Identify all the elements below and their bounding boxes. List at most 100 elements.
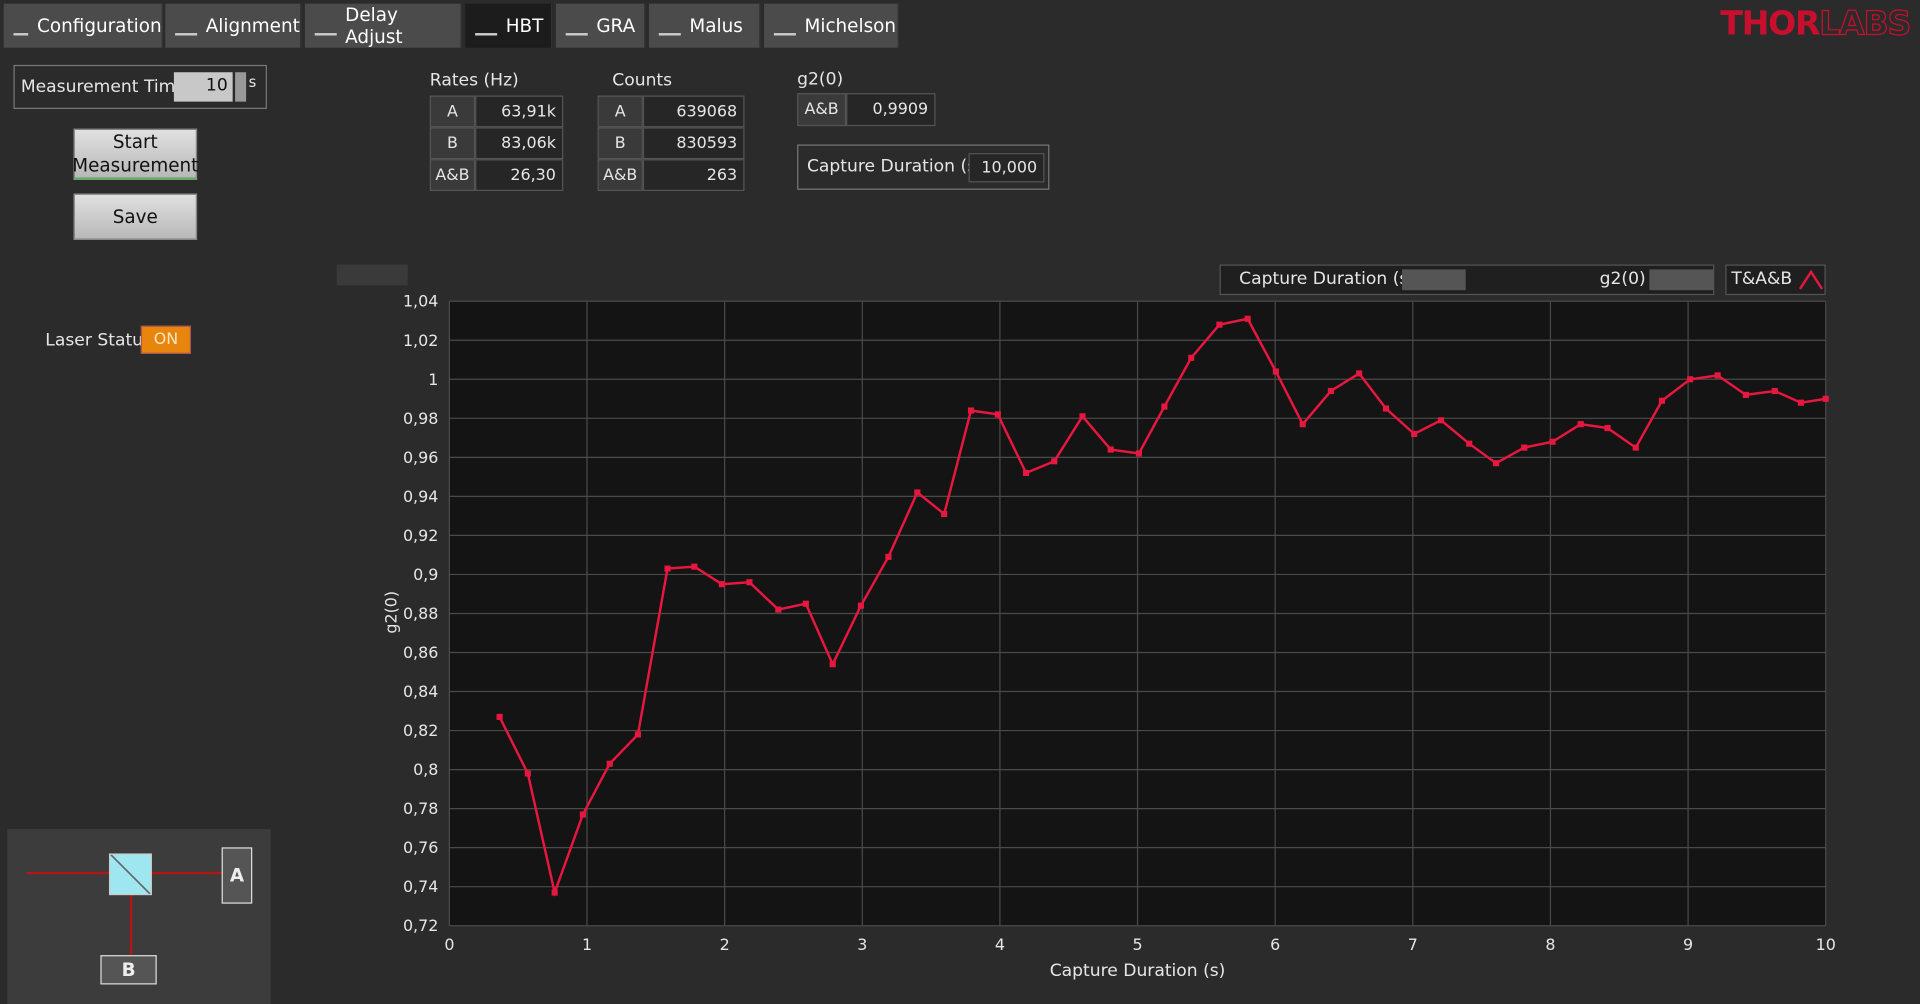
data-point [1135,450,1142,457]
tab[interactable]: GRA [555,3,646,48]
data-point [1411,430,1418,437]
detector: B [100,955,157,985]
spinner[interactable] [235,72,247,102]
y-tick-label: 0,92 [403,526,438,545]
x-tick-label: 9 [1683,935,1693,954]
tab-label: Alignment [205,14,300,37]
measurement-time-box: Measurement Time 10 s [13,64,267,109]
time-input[interactable]: 10 [173,72,233,102]
data-point [579,811,586,818]
data-point [1797,399,1805,406]
label: Capture Duration (s) [806,156,983,177]
data-point [1216,321,1223,328]
start-button[interactable]: Start Measurement [72,128,198,180]
data-point [634,731,642,738]
scale-buttons[interactable] [1402,269,1466,291]
scale-buttons[interactable] [1649,269,1714,291]
row-label: A&B [597,159,643,192]
data-point [1714,372,1721,379]
data-point [941,510,948,518]
label: Measurement Time [20,77,186,97]
detector: A [221,847,253,904]
tab-icon [565,16,588,36]
data-point [1161,403,1168,410]
plot-legend: T&A&B [1725,264,1826,296]
y-tick-label: 0,86 [403,643,438,662]
tab-icon [13,16,29,36]
y-tick-label: 1,02 [403,331,438,350]
tab[interactable]: Configuration [3,3,163,48]
swatch-icon [1798,269,1824,290]
y-tick-label: 0,96 [403,448,438,467]
tab[interactable]: Michelson [764,3,899,48]
data-point [496,713,503,720]
logo-part: THOR [1720,4,1820,43]
x-tick-label: 6 [1270,935,1280,954]
y-tick-label: 1 [428,370,438,389]
data-point [1687,376,1694,383]
data-point [1272,368,1279,375]
data-point [994,411,1001,418]
y-tick-label: 0,98 [403,409,438,428]
data-point [1549,438,1556,445]
data-point [1658,397,1665,404]
tab-label: Delay Adjust [345,3,403,48]
table-title: Counts [612,71,673,91]
y-tick-label: 0,84 [403,682,438,701]
data-point [1051,458,1058,465]
logo: THORLABS [1720,4,1912,43]
row-label: B [429,127,476,160]
tab[interactable]: HBT [465,3,553,48]
g2-value: 0,9909 [846,93,936,127]
y-tick-label: 0,94 [403,487,438,506]
beam [129,873,133,957]
swatch-line [1798,269,1824,290]
tab[interactable]: Delay Adjust [304,3,462,48]
row-value: 83,06k [475,127,564,160]
row-value: 263 [642,159,745,192]
capture-box: Capture Duration (s) 10,000 [797,144,1050,190]
y-tick-label: 0,76 [403,838,438,857]
data-point [1822,395,1829,402]
x-tick-label: 0 [444,935,454,954]
data-point [524,770,531,777]
tab-label: Configuration [37,14,162,37]
y-axis-label: g2(0) [382,591,401,634]
capture-value: 10,000 [968,153,1045,183]
data-point [857,602,864,609]
data-point [829,661,836,668]
tab-icon [175,16,198,36]
x-tick-label: 8 [1545,935,1555,954]
data-point [1023,469,1030,477]
tab-icon [658,16,681,36]
tab[interactable]: Malus [648,3,761,48]
tab-label: GRA [596,14,636,37]
y-tick-label: 0,74 [403,877,438,896]
row-value: 63,91k [475,95,564,128]
table-title: g2(0) [797,69,844,90]
data-point [1521,444,1528,451]
tab-label: Michelson [804,14,897,37]
label: g2(0) [1599,269,1646,289]
data-point [1632,444,1639,451]
x-tick-label: 7 [1408,935,1418,954]
graph-tools[interactable] [336,264,408,286]
logo-part: LABS [1819,4,1912,43]
data-point [1382,405,1390,412]
row-label: B [597,127,643,160]
data-point [1742,391,1749,398]
data-point [1244,315,1251,322]
label: Capture Duration (s) [1239,269,1416,289]
laser-indicator: ON [140,325,192,354]
y-tick-label: 0,78 [403,799,438,818]
data-point [606,760,613,767]
save-button[interactable]: Save [73,193,198,240]
data-point [1299,421,1306,428]
y-tick-label: 0,82 [403,721,438,740]
scale-legend: Capture Duration (s) g2(0) [1219,264,1715,296]
legend-swatch [1797,268,1825,292]
data-point [1466,440,1473,447]
tab[interactable]: Alignment [165,3,302,48]
row-value: 830593 [642,127,745,160]
tab-label: Malus [689,14,743,37]
